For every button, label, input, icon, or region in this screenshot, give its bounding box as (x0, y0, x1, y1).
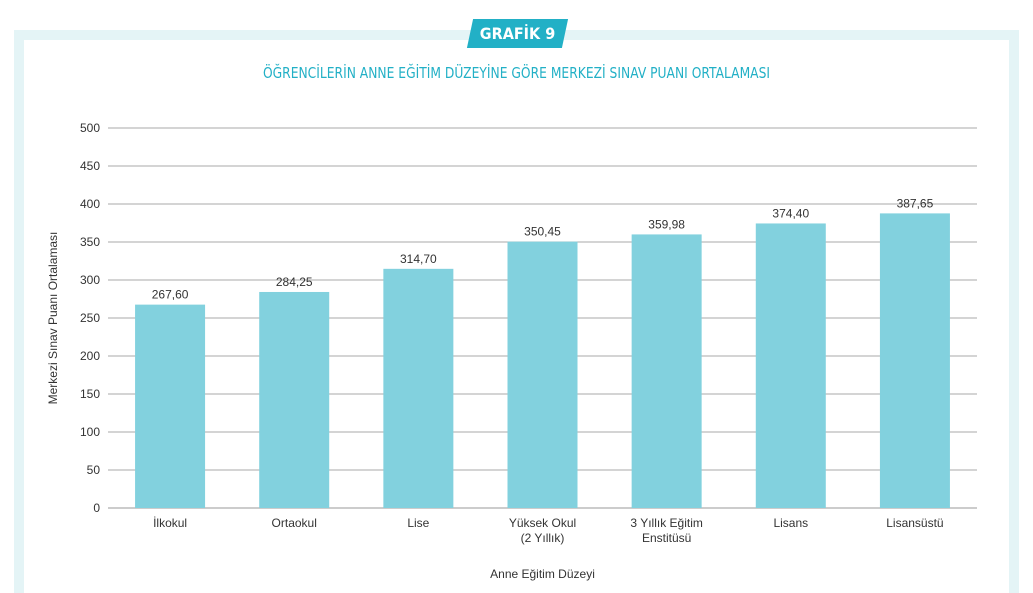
y-axis-label: Merkezi Sınav Puanı Ortalaması (46, 232, 60, 405)
y-tick-label: 50 (87, 463, 101, 477)
x-tick-label: Lisansüstü (886, 516, 943, 530)
y-tick-label: 250 (80, 311, 100, 325)
data-label: 359,98 (648, 217, 685, 231)
y-tick-label: 450 (80, 159, 100, 173)
y-tick-label: 200 (80, 349, 100, 363)
data-label: 314,70 (400, 252, 437, 266)
x-tick-label: Enstitüsü (642, 531, 691, 545)
x-tick-label: Lise (407, 516, 429, 530)
bar (631, 234, 702, 508)
x-tick-label: (2 Yıllık) (521, 531, 565, 545)
x-tick-label: 3 Yıllık Eğitim (630, 516, 702, 530)
bar (507, 241, 578, 508)
y-tick-label: 350 (80, 235, 100, 249)
y-tick-label: 150 (80, 387, 100, 401)
data-label: 350,45 (524, 225, 561, 239)
bar (383, 268, 454, 508)
data-label: 374,40 (772, 206, 809, 220)
y-tick-label: 500 (80, 121, 100, 135)
y-tick-label: 400 (80, 197, 100, 211)
data-label: 284,25 (276, 275, 313, 289)
y-tick-label: 300 (80, 273, 100, 287)
x-axis-label: Anne Eğitim Düzeyi (490, 567, 595, 581)
y-tick-label: 100 (80, 425, 100, 439)
data-label: 267,60 (152, 288, 189, 302)
chart-title: ÖĞRENCİLERİN ANNE EĞİTİM DÜZEYİNE GÖRE M… (262, 64, 771, 82)
x-tick-label: Lisans (773, 516, 808, 530)
x-tick-label: Ortaokul (272, 516, 317, 530)
data-label: 387,65 (897, 196, 934, 210)
bar (879, 213, 950, 509)
bar (259, 291, 330, 508)
bar (755, 223, 826, 508)
y-tick-label: 0 (93, 501, 100, 515)
x-tick-label: İlkokul (153, 516, 187, 530)
bar (135, 304, 206, 508)
x-tick-label: Yüksek Okul (509, 516, 576, 530)
figure-badge: GRAFİK 9 (479, 24, 556, 43)
